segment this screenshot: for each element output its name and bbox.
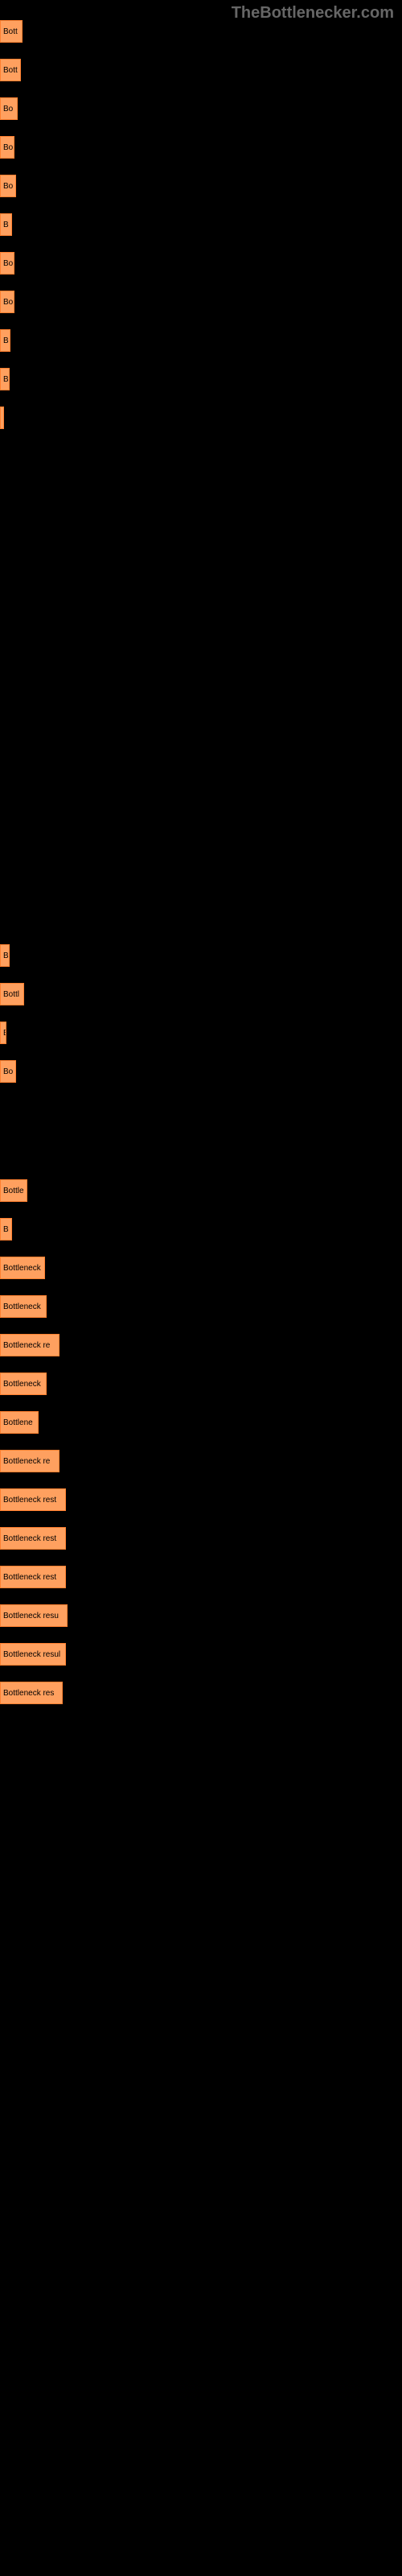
chart-bar: Bottlene (0, 1411, 39, 1434)
bar-chart: BottBottBoBoBoBBoBoBBBBottlBBoBottleBBot… (0, 0, 402, 1704)
chart-bar: Bo (0, 291, 14, 313)
bar-row: Bottleneck res (0, 1682, 402, 1704)
chart-bar: Bo (0, 1060, 16, 1083)
watermark: TheBottlenecker.com (232, 4, 394, 23)
bar-row: Bottleneck (0, 1373, 402, 1395)
chart-bar: Bott (0, 20, 23, 43)
chart-bar: Bo (0, 252, 14, 275)
chart-bar: Bo (0, 136, 14, 159)
bar-row (0, 1099, 402, 1163)
bar-row: B (0, 368, 402, 390)
chart-bar: B (0, 329, 10, 352)
bar-row: Bottleneck resu (0, 1604, 402, 1627)
bar-row: Bo (0, 97, 402, 120)
chart-bar: B (0, 368, 10, 390)
chart-bar: B (0, 944, 10, 967)
bar-row: Bo (0, 175, 402, 197)
chart-bar: Bottleneck rest (0, 1527, 66, 1550)
bar-row: Bottleneck re (0, 1450, 402, 1472)
chart-bar: Bottleneck re (0, 1334, 59, 1356)
chart-bar: B (0, 213, 12, 236)
bar-row: Bottle (0, 1179, 402, 1202)
bar-row: Bottleneck (0, 1295, 402, 1318)
bar-row: B (0, 944, 402, 967)
bar-row: Bo (0, 291, 402, 313)
chart-bar: Bottleneck res (0, 1682, 63, 1704)
chart-bar: Bottleneck (0, 1373, 47, 1395)
bar-row: Bottleneck rest (0, 1527, 402, 1550)
chart-bar: Bo (0, 97, 18, 120)
chart-bar: Bottleneck (0, 1257, 45, 1279)
chart-bar (0, 407, 4, 429)
bar-row: Bottleneck rest (0, 1488, 402, 1511)
chart-bar: Bottle (0, 1179, 27, 1202)
chart-bar: Bottleneck resul (0, 1643, 66, 1666)
bar-row: B (0, 213, 402, 236)
bar-row: B (0, 329, 402, 352)
chart-bar: B (0, 1218, 12, 1241)
bar-row: Bo (0, 252, 402, 275)
bar-row: Bottlene (0, 1411, 402, 1434)
chart-bar: B (0, 1022, 6, 1044)
bar-row: Bott (0, 20, 402, 43)
chart-bar: Bottleneck re (0, 1450, 59, 1472)
chart-bar: Bottleneck resu (0, 1604, 68, 1627)
bar-row: B (0, 1218, 402, 1241)
chart-bar: Bo (0, 175, 16, 197)
bar-row: Bott (0, 59, 402, 81)
bar-row: Bottleneck resul (0, 1643, 402, 1666)
bar-row: B (0, 1022, 402, 1044)
bar-row: Bo (0, 1060, 402, 1083)
bar-row: Bo (0, 136, 402, 159)
chart-bar: Bottleneck rest (0, 1488, 66, 1511)
bar-row (0, 407, 402, 429)
bar-row: Bottleneck (0, 1257, 402, 1279)
chart-bar: Bottleneck rest (0, 1566, 66, 1588)
bar-row: Bottl (0, 983, 402, 1005)
chart-bar: Bottl (0, 983, 24, 1005)
chart-bar: Bott (0, 59, 21, 81)
bar-row: Bottleneck rest (0, 1566, 402, 1588)
chart-bar: Bottleneck (0, 1295, 47, 1318)
bar-row: Bottleneck re (0, 1334, 402, 1356)
bar-row (0, 445, 402, 928)
